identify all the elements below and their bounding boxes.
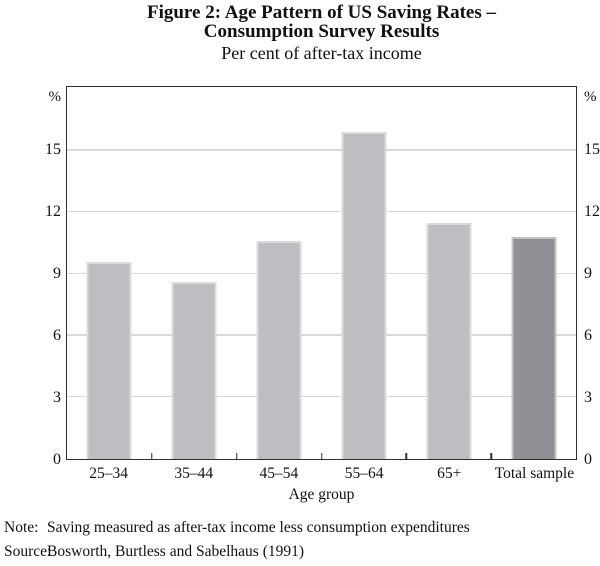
gridline-15 — [67, 149, 576, 151]
y-tick-right-0: 0 — [584, 451, 592, 468]
source-label: Source: — [4, 543, 52, 560]
note-text: Saving measured as after-tax income less… — [47, 519, 470, 536]
gridline-3 — [67, 395, 576, 398]
bar-55-64 — [341, 132, 387, 459]
x-axis-title: Age group — [288, 486, 355, 503]
y-tick-right-3: 3 — [584, 389, 592, 406]
y-tick-right-6: 6 — [584, 327, 592, 345]
bar-65 — [426, 222, 472, 459]
y-tick-left-3: 3 — [53, 389, 61, 406]
note-line: Note: Saving measured as after-tax incom… — [4, 519, 470, 537]
y-tick-right-9: 9 — [584, 265, 592, 283]
y-tick-left-9: 9 — [53, 265, 61, 283]
y-tick-right-12: 12 — [584, 203, 600, 221]
y-tick-left-15: 15 — [45, 141, 61, 159]
x-axis-tick-5 — [490, 453, 492, 459]
x-axis-tick-3 — [320, 453, 323, 459]
figure-title-line1: Figure 2: Age Pattern of US Saving Rates… — [146, 2, 496, 23]
y-tick-left-12: 12 — [45, 203, 61, 221]
x-label-55-64: 55–64 — [344, 465, 384, 482]
x-axis-tick-4 — [405, 453, 408, 459]
x-label-65: 65+ — [437, 465, 462, 482]
figure-subtitle: Per cent of after-tax income — [221, 43, 422, 63]
note-label: Note: — [4, 519, 39, 536]
y-axis-unit-left: % — [48, 89, 62, 105]
x-label-total-sample: Total sample — [494, 465, 575, 482]
gridline-12 — [67, 210, 576, 213]
title-block: Figure 2: Age Pattern of US Saving Rates… — [66, 3, 577, 62]
x-label-45-54: 45–54 — [259, 465, 299, 482]
x-axis-tick-2 — [235, 453, 238, 459]
y-axis-left: 0 3 6 9 12 15 — [0, 86, 61, 468]
x-label-25-34: 25–34 — [89, 465, 128, 482]
source-text: Bosworth, Burtless and Sabelhaus (1991) — [47, 543, 305, 560]
x-label-35-44: 35–44 — [174, 465, 214, 482]
y-tick-left-6: 6 — [53, 327, 61, 345]
x-axis-tick-1 — [151, 453, 153, 459]
y-axis-unit-right: % — [584, 89, 597, 105]
bar-35-44 — [171, 282, 217, 459]
bar-45-54 — [256, 241, 302, 459]
y-axis-right: 0 3 6 9 12 15 — [584, 86, 600, 468]
bar-25-34 — [86, 261, 132, 459]
gridline-9 — [67, 272, 576, 275]
gridline-6 — [67, 334, 576, 336]
plot-area — [66, 86, 577, 460]
y-tick-right-15: 15 — [584, 141, 600, 159]
y-tick-left-0: 0 — [53, 451, 61, 468]
source-line: Source: Bosworth, Burtless and Sabelhaus… — [4, 543, 304, 561]
x-axis-labels: 25–34 35–44 45–54 55–64 65+ Total sample — [66, 465, 577, 483]
bar-total-sample — [511, 237, 557, 459]
figure-title-line2: Consumption Survey Results — [203, 21, 440, 42]
